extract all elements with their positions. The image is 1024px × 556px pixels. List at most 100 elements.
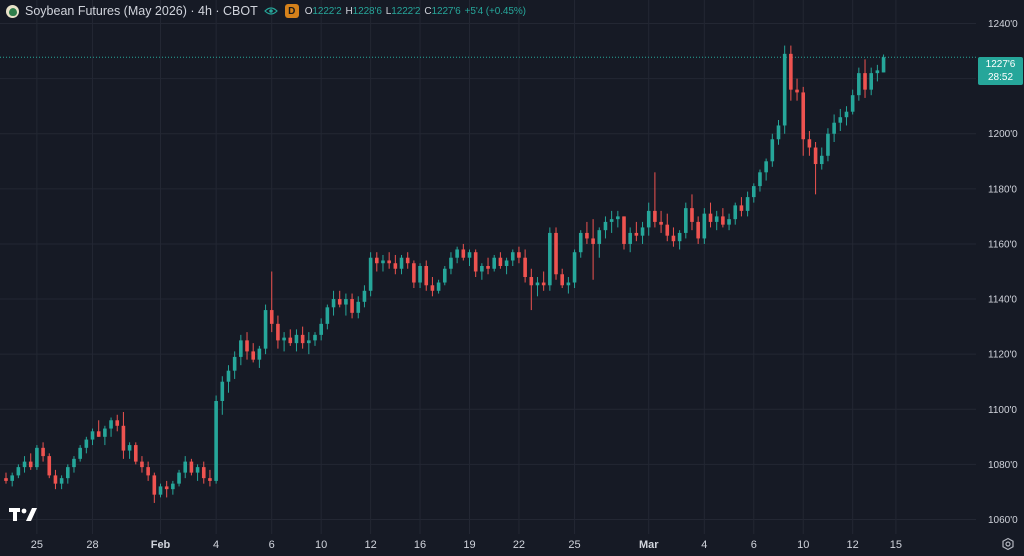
candle-body (758, 172, 762, 187)
low-label: L (385, 5, 392, 17)
candle-body (480, 265, 484, 272)
candle-body (455, 249, 459, 258)
candle-body (869, 73, 873, 90)
candle-body (696, 221, 700, 239)
price-axis[interactable]: 1240'01220'01200'01180'01160'01140'01120… (988, 19, 1018, 526)
candle-body (251, 351, 255, 360)
candle-body (331, 299, 336, 308)
candle-body (609, 219, 614, 222)
candle-body (232, 356, 237, 371)
candle-body (22, 461, 27, 468)
bar-countdown: 28:52 (987, 72, 1014, 83)
soybean-icon[interactable] (6, 4, 19, 18)
price-tick-label: 1140'0 (988, 295, 1017, 306)
candle-body (739, 205, 744, 211)
candle-body (418, 265, 422, 283)
candle-body (177, 472, 181, 484)
candle-body (140, 461, 144, 468)
candle-body (195, 467, 200, 473)
candle-body (269, 310, 274, 324)
candle-body (442, 268, 447, 283)
candle-body (337, 299, 342, 305)
candle-body (721, 216, 725, 225)
candle-body (325, 307, 330, 324)
time-tick-label: 25 (31, 539, 43, 551)
candle-body (47, 456, 52, 476)
low-value: 1222'2 (391, 5, 421, 17)
candle-body (517, 252, 521, 258)
candle-body (795, 89, 799, 93)
time-tick-label: Feb (151, 539, 171, 551)
tradingview-logo[interactable] (8, 505, 40, 523)
candle-body (764, 161, 768, 173)
high-label: H (345, 5, 353, 17)
time-tick-label: 16 (414, 539, 426, 551)
candle-body (201, 467, 206, 479)
candle-body (393, 263, 398, 269)
candle-body (127, 445, 132, 451)
candle-body (776, 125, 781, 140)
candle-body (344, 299, 348, 305)
candle-body (381, 260, 385, 264)
candle-body (535, 282, 540, 286)
time-tick-label: 10 (797, 539, 809, 551)
candle-body (844, 111, 849, 118)
time-tick-label: 28 (86, 539, 98, 551)
candle-body (473, 252, 478, 272)
candle-body (208, 478, 212, 481)
candle-body (634, 232, 639, 236)
candle-body (807, 139, 812, 148)
delayed-data-badge[interactable]: D (284, 4, 299, 18)
settings-gear-icon[interactable] (1001, 537, 1015, 551)
candle-body (646, 210, 651, 228)
candle-body (276, 323, 280, 341)
candle-body (875, 70, 880, 74)
close-value: 1227'6 (431, 5, 461, 17)
candle-body (220, 381, 225, 401)
candle-body (653, 210, 657, 222)
candle-body (597, 230, 602, 244)
candle-body (665, 224, 670, 236)
candle-body (307, 340, 311, 344)
candle-body (121, 425, 126, 451)
candle-body (53, 475, 58, 484)
candle-body (671, 235, 676, 242)
candle-body (412, 263, 416, 283)
last-price-value: 1227'6 (985, 59, 1016, 70)
candle-body (78, 447, 82, 459)
candle-body (863, 73, 867, 90)
candle-body (245, 340, 249, 352)
candle-body (881, 57, 886, 73)
candle-body (708, 213, 713, 222)
candle-body (616, 216, 620, 220)
open-label: O (304, 5, 313, 17)
candle-body (622, 216, 626, 244)
candle-body (857, 73, 861, 96)
high-value: 1228'6 (352, 5, 382, 17)
price-tick-label: 1200'0 (988, 129, 1018, 140)
chart-legend: Soybean Futures (May 2026) · 4h · CBOT D… (6, 3, 526, 19)
time-tick-label: 6 (751, 539, 757, 551)
candlestick-series (4, 45, 886, 503)
candle-body (585, 232, 589, 239)
candle-body (294, 334, 299, 344)
candle-body (28, 461, 33, 468)
symbol-title[interactable]: Soybean Futures (May 2026) · 4h · CBOT (25, 4, 258, 18)
eye-icon[interactable] (264, 5, 279, 18)
price-tick-label: 1080'0 (988, 460, 1018, 471)
candle-body (628, 232, 632, 244)
candle-body (158, 486, 163, 495)
candle-body (239, 340, 243, 357)
price-tick-label: 1100'0 (988, 405, 1017, 416)
candle-body (146, 467, 150, 476)
time-axis[interactable]: 25 28 Feb 4 6 10 12 16 19 22 25 Mar 4 6 10 12 15 (31, 539, 902, 551)
candle-body (263, 310, 268, 349)
candle-body (541, 282, 546, 286)
candle-body (319, 323, 323, 335)
candle-body (66, 467, 70, 479)
candle-body (35, 447, 39, 468)
candle-body (375, 257, 379, 264)
close-label: C (424, 5, 432, 17)
time-tick-label: 15 (890, 539, 902, 551)
